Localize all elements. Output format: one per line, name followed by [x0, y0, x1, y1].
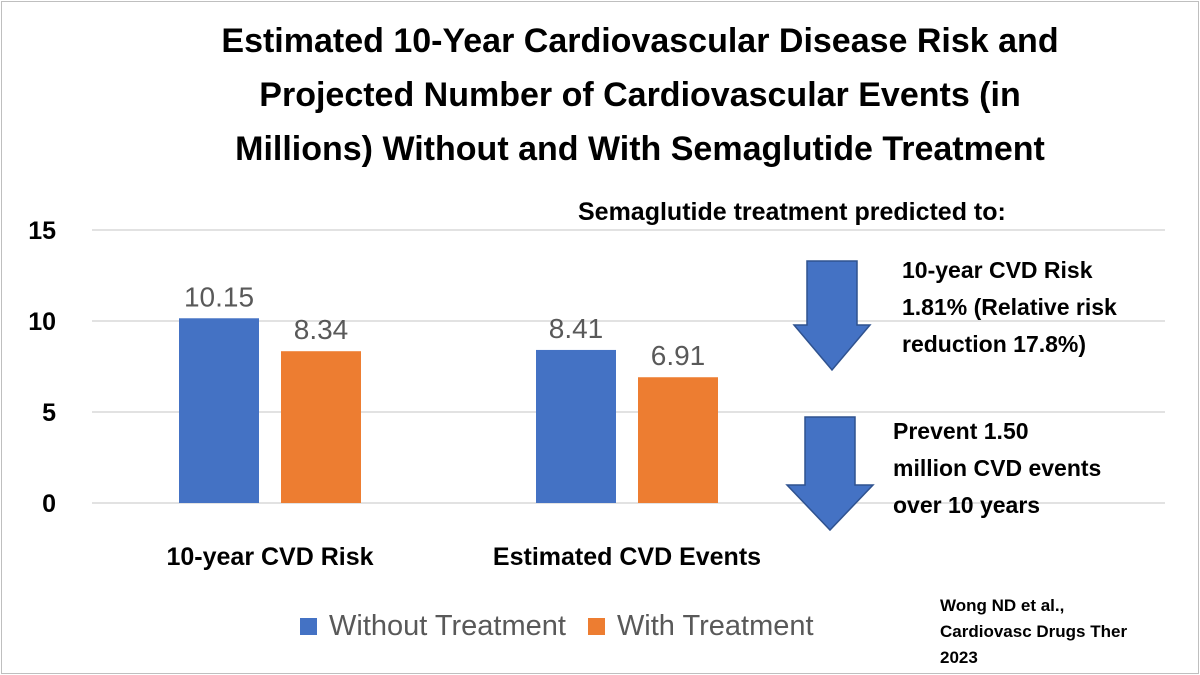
citation-line-3: 2023: [940, 648, 978, 667]
legend-swatch-without: [300, 618, 317, 635]
events-line-2: million CVD events: [893, 455, 1102, 481]
legend-swatch-with: [587, 618, 605, 635]
legend-label-without: Without Treatment: [329, 610, 566, 642]
prediction-heading: Semaglutide treatment predicted to:: [578, 198, 1006, 226]
down-arrow-icon: [792, 260, 872, 372]
data-label-without-0: 10.15: [184, 281, 254, 312]
risk-reduction-text: 10-year CVD Risk 1.81% (Relative risk re…: [902, 252, 1117, 363]
title-line-3: Millions) Without and With Semaglutide T…: [235, 130, 1045, 168]
citation: Wong ND et al., Cardiovasc Drugs Ther 20…: [940, 593, 1127, 671]
chart-legend: Without Treatment With Treatment: [300, 610, 836, 643]
title-line-2: Projected Number of Cardiovascular Event…: [259, 76, 1021, 114]
x-category-label-0: 10-year CVD Risk: [166, 543, 373, 571]
x-category-label-1: Estimated CVD Events: [493, 543, 761, 571]
bar-with-1: [638, 377, 718, 503]
risk-line-2: 1.81% (Relative risk: [902, 294, 1117, 320]
y-tick-label-0: 0: [42, 490, 56, 518]
y-tick-label-10: 10: [28, 308, 56, 336]
data-label-without-1: 8.41: [549, 313, 604, 344]
legend-item-without: Without Treatment: [300, 610, 566, 643]
citation-line-1: Wong ND et al.,: [940, 596, 1065, 615]
title-line-1: Estimated 10-Year Cardiovascular Disease…: [221, 22, 1059, 60]
events-prevented-text: Prevent 1.50 million CVD events over 10 …: [893, 413, 1101, 524]
bar-without-1: [536, 349, 616, 503]
risk-line-1: 10-year CVD Risk: [902, 257, 1093, 283]
down-arrow-icon: [785, 416, 875, 532]
chart-title: Estimated 10-Year Cardiovascular Disease…: [80, 14, 1200, 176]
bar-without-0: [179, 318, 259, 503]
data-label-with-1: 6.91: [651, 340, 706, 371]
y-tick-label-5: 5: [42, 399, 56, 427]
risk-line-3: reduction 17.8%): [902, 331, 1087, 357]
events-line-1: Prevent 1.50: [893, 418, 1029, 444]
y-tick-label-15: 15: [28, 217, 56, 245]
events-line-3: over 10 years: [893, 492, 1041, 518]
legend-label-with: With Treatment: [616, 610, 814, 642]
data-label-with-0: 8.34: [294, 314, 349, 345]
bar-with-0: [281, 351, 361, 503]
legend-item-with: With Treatment: [587, 610, 814, 643]
citation-line-2: Cardiovasc Drugs Ther: [940, 622, 1128, 641]
